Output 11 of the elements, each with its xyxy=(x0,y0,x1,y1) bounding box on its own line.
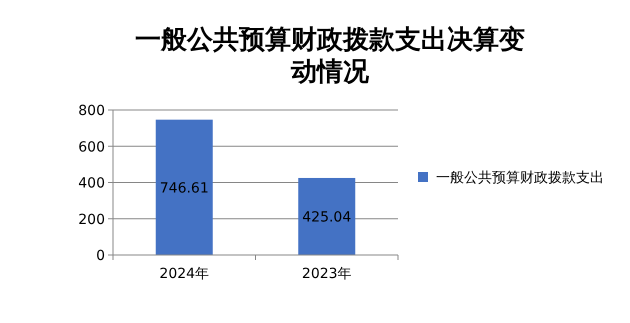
x-tick-label: 2024年 xyxy=(159,266,210,282)
y-tick-label: 800 xyxy=(78,103,105,119)
y-tick-label: 200 xyxy=(78,212,105,228)
legend-label: 一般公共预算财政拨款支出 xyxy=(436,170,604,186)
y-tick-label: 0 xyxy=(96,248,105,264)
y-tick-label: 600 xyxy=(78,139,105,156)
data-label: 425.04 xyxy=(302,209,352,226)
y-tick-label: 400 xyxy=(78,176,105,192)
x-tick-label: 2023年 xyxy=(302,266,352,282)
chart-title: 一般公共预算财政拨款支出决算变动情况 xyxy=(135,25,525,87)
data-label: 746.61 xyxy=(160,180,209,196)
